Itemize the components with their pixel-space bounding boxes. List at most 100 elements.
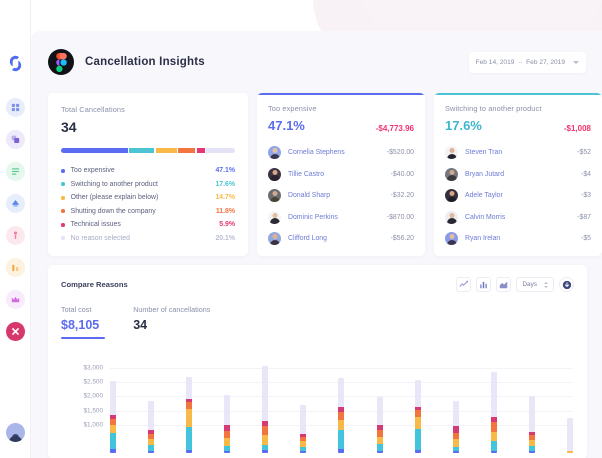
- person-amount: -$52: [577, 149, 591, 157]
- bar-segment: [186, 402, 193, 410]
- legend-label: Switching to another product: [70, 180, 158, 188]
- chart-bar[interactable]: [110, 353, 116, 458]
- sidebar-item-cancellations[interactable]: [6, 322, 25, 341]
- bar-segment: [224, 430, 231, 439]
- list-item[interactable]: Bryan Jutard -$4: [445, 164, 591, 186]
- metric-tab[interactable]: Number of cancellations 34: [133, 305, 210, 339]
- list-item[interactable]: Adele Taylor -$3: [445, 185, 591, 207]
- list-item[interactable]: Tillie Castro -$40.00: [268, 164, 414, 186]
- legend-row[interactable]: No reason selected 20.1%: [61, 232, 235, 246]
- chart-bar[interactable]: [490, 353, 497, 458]
- chart-bar[interactable]: [376, 353, 383, 458]
- bar-segment: [148, 445, 155, 452]
- sidebar-item-reports[interactable]: [6, 258, 25, 277]
- gridline: [110, 368, 573, 370]
- list-item[interactable]: Clifford Long -$56.20: [268, 228, 414, 250]
- bar-segment: [338, 429, 345, 450]
- chart-bar[interactable]: [148, 353, 155, 458]
- bar-segment: [186, 398, 193, 403]
- metric-label: Total cost: [61, 305, 92, 314]
- metric-tab[interactable]: Total cost $8,105: [61, 305, 106, 339]
- date-range-picker[interactable]: Feb 14, 2019 – Feb 27, 2019: [468, 51, 586, 73]
- reason-amount: -$1,008: [563, 124, 591, 133]
- sidebar-item-dashboard[interactable]: [6, 98, 25, 117]
- main-panel: Cancellation Insights Feb 14, 2019 – Feb…: [31, 31, 602, 458]
- avatar-body: [269, 175, 280, 181]
- area-chart-icon[interactable]: [496, 277, 512, 292]
- bar-segment: [300, 433, 307, 437]
- distribution-segment: [196, 148, 205, 153]
- chart-bar[interactable]: [186, 353, 193, 458]
- page-header: Cancellation Insights Feb 14, 2019 – Feb…: [31, 31, 602, 93]
- chart-bar[interactable]: [528, 353, 535, 458]
- bar-segment: [452, 446, 459, 452]
- sidebar-item-lists[interactable]: [6, 162, 25, 181]
- avatar: [445, 210, 458, 224]
- y-axis-tick-label: $3,000: [83, 364, 103, 372]
- y-axis-tick-label: $1,000: [83, 421, 103, 429]
- person-name: Steven Tran: [465, 149, 503, 157]
- person-amount: -$40.00: [390, 170, 414, 178]
- sidebar-item-alerts[interactable]: [6, 226, 25, 245]
- bar-segment: [224, 445, 231, 451]
- metric-label: Number of cancellations: [133, 305, 211, 314]
- metric-value: $8,105: [61, 318, 100, 332]
- line-chart-icon[interactable]: [456, 277, 472, 292]
- legend-row[interactable]: Technical issues 5.9%: [61, 218, 235, 232]
- legend-row[interactable]: Other (please explain below) 14.7%: [61, 191, 235, 205]
- chart-toolbar: Days: [456, 277, 574, 292]
- avatar-head: [449, 148, 454, 154]
- sidebar-item-products[interactable]: [6, 130, 25, 149]
- download-icon[interactable]: [559, 277, 574, 292]
- compare-header: Compare Reasons: [48, 265, 587, 292]
- chart-bar[interactable]: [262, 353, 269, 458]
- cancellations-bar-chart: $3,000 $2,500 $2,000 $1,500 $1,000: [48, 353, 587, 458]
- chart-bar[interactable]: [566, 353, 573, 458]
- distribution-segment: [129, 148, 155, 153]
- page-title: Cancellation Insights: [85, 56, 205, 68]
- reason-card-summary: 17.6% -$1,008: [445, 118, 591, 133]
- avatar: [268, 189, 281, 203]
- bar-segment: [566, 451, 573, 453]
- bar-stack: [186, 398, 193, 453]
- chart-bar[interactable]: [452, 353, 459, 458]
- list-item[interactable]: Donald Sharp -$32.20: [268, 185, 414, 207]
- sidebar-user-avatar[interactable]: [6, 423, 25, 442]
- list-item[interactable]: Cornelia Stephens -$520.00: [268, 142, 414, 164]
- interval-select[interactable]: Days: [516, 277, 554, 292]
- bar-segment: [300, 450, 307, 453]
- chart-bar[interactable]: [300, 353, 307, 458]
- app-logo-icon[interactable]: [6, 54, 25, 73]
- person-name: Dominic Perkins: [288, 213, 338, 221]
- bar-segment: [262, 426, 269, 436]
- avatar-body: [446, 175, 457, 181]
- sidebar-item-campaigns[interactable]: [6, 290, 25, 309]
- list-item[interactable]: Ryan Irelan -$5: [445, 228, 591, 250]
- card-accent-bar: [257, 93, 425, 95]
- person-amount: -$5: [581, 235, 591, 243]
- legend-percent: 47.1%: [215, 167, 235, 175]
- chart-bar[interactable]: [224, 353, 231, 458]
- sidebar-item-trends[interactable]: [6, 194, 25, 213]
- avatar: [445, 189, 458, 203]
- person-name: Tillie Castro: [288, 170, 325, 178]
- person-amount: -$4: [581, 170, 591, 178]
- card-accent-bar: [434, 93, 602, 95]
- legend-row[interactable]: Switching to another product 17.6%: [61, 178, 235, 192]
- bar-segment: [300, 441, 307, 447]
- stepper-icon[interactable]: [544, 281, 548, 288]
- legend-row[interactable]: Shutting down the company 11.8%: [61, 205, 235, 219]
- legend-row[interactable]: Too expensive 47.1%: [61, 164, 235, 178]
- bar-segment: [338, 449, 345, 453]
- chart-bar[interactable]: [338, 353, 345, 458]
- bar-chart-icon[interactable]: [476, 277, 492, 292]
- bar-background: [224, 394, 231, 453]
- chevron-down-icon[interactable]: [573, 60, 579, 64]
- bar-segment: [528, 431, 535, 435]
- list-item[interactable]: Dominic Perkins -$870.00: [268, 207, 414, 229]
- list-item[interactable]: Calvin Morris -$87: [445, 207, 591, 229]
- list-item[interactable]: Steven Tran -$52: [445, 142, 591, 164]
- chart-bar[interactable]: [414, 353, 421, 458]
- bar-stack: [414, 407, 421, 453]
- compare-reasons-panel: Compare Reasons: [48, 265, 587, 458]
